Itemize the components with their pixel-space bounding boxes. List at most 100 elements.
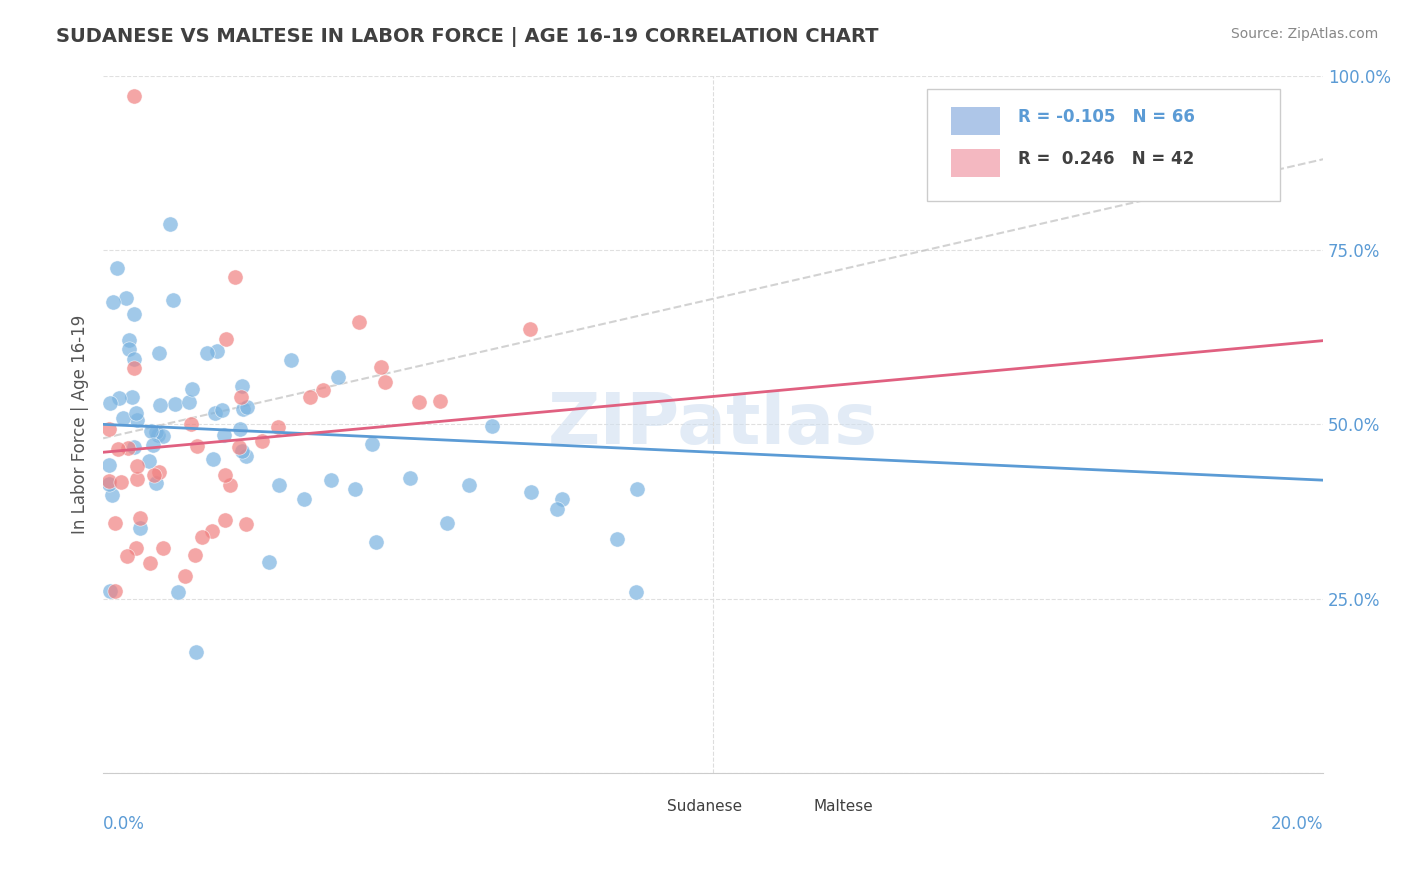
Point bbox=[231, 443, 253, 458]
Point bbox=[204, 406, 226, 420]
Point bbox=[167, 585, 190, 599]
Point bbox=[138, 454, 160, 468]
Point bbox=[205, 343, 228, 358]
Y-axis label: In Labor Force | Age 16-19: In Labor Force | Age 16-19 bbox=[72, 315, 89, 534]
Point bbox=[398, 471, 420, 485]
Point bbox=[546, 502, 568, 516]
Point bbox=[191, 531, 214, 545]
Point bbox=[280, 352, 302, 367]
Point bbox=[162, 293, 184, 307]
Point bbox=[122, 352, 145, 367]
Point bbox=[139, 557, 162, 571]
Point bbox=[519, 321, 541, 335]
Point bbox=[111, 411, 134, 425]
Text: R =  0.246   N = 42: R = 0.246 N = 42 bbox=[1018, 150, 1194, 169]
Point bbox=[107, 391, 129, 405]
Point bbox=[344, 483, 367, 497]
Point bbox=[551, 491, 574, 506]
Text: Sudanese: Sudanese bbox=[666, 799, 742, 814]
Point bbox=[186, 439, 208, 453]
Point bbox=[319, 474, 342, 488]
Point bbox=[98, 422, 121, 436]
Point bbox=[98, 458, 121, 472]
Point bbox=[152, 429, 174, 443]
Text: 0.0%: 0.0% bbox=[103, 815, 145, 833]
Point bbox=[98, 476, 121, 491]
Point bbox=[98, 396, 121, 410]
Point bbox=[606, 532, 628, 546]
Point bbox=[202, 452, 225, 467]
Point bbox=[115, 549, 138, 563]
Point bbox=[374, 375, 396, 389]
Point bbox=[370, 359, 392, 374]
Point bbox=[229, 422, 252, 436]
Point bbox=[232, 402, 254, 417]
Point bbox=[195, 346, 218, 360]
Point bbox=[145, 425, 167, 440]
Point bbox=[267, 420, 290, 434]
Point bbox=[231, 379, 253, 393]
Point bbox=[127, 413, 149, 427]
Point bbox=[201, 524, 224, 539]
FancyBboxPatch shape bbox=[775, 794, 804, 819]
Point bbox=[626, 482, 648, 496]
Text: ZIPatlas: ZIPatlas bbox=[548, 390, 879, 458]
Point bbox=[104, 516, 127, 530]
Point bbox=[122, 89, 145, 103]
Point bbox=[100, 584, 122, 599]
Point bbox=[235, 517, 257, 532]
Text: Source: ZipAtlas.com: Source: ZipAtlas.com bbox=[1230, 27, 1378, 41]
Point bbox=[180, 417, 202, 432]
Point bbox=[101, 488, 124, 502]
Point bbox=[107, 442, 129, 456]
Point bbox=[458, 478, 481, 492]
Text: 20.0%: 20.0% bbox=[1271, 815, 1323, 833]
Point bbox=[105, 260, 128, 275]
Point bbox=[257, 555, 280, 569]
Point bbox=[214, 512, 236, 526]
Point bbox=[228, 441, 250, 455]
Point bbox=[125, 541, 148, 555]
Point bbox=[211, 403, 233, 417]
Point bbox=[98, 474, 121, 488]
Point bbox=[218, 478, 240, 492]
FancyBboxPatch shape bbox=[950, 107, 1000, 135]
Point bbox=[124, 361, 146, 376]
Point bbox=[118, 334, 141, 348]
Point bbox=[326, 370, 349, 384]
Text: Maltese: Maltese bbox=[813, 799, 873, 814]
Text: SUDANESE VS MALTESE IN LABOR FORCE | AGE 16-19 CORRELATION CHART: SUDANESE VS MALTESE IN LABOR FORCE | AGE… bbox=[56, 27, 879, 46]
Point bbox=[179, 395, 201, 409]
Point bbox=[312, 384, 335, 398]
Point bbox=[103, 294, 125, 309]
Point bbox=[128, 521, 150, 535]
Point bbox=[163, 397, 186, 411]
Point bbox=[174, 568, 197, 582]
Point bbox=[118, 342, 141, 356]
Point bbox=[145, 476, 167, 491]
Point bbox=[115, 291, 138, 305]
Point bbox=[117, 441, 139, 455]
Point bbox=[481, 419, 503, 434]
Point bbox=[250, 434, 273, 448]
FancyBboxPatch shape bbox=[927, 89, 1281, 201]
Point bbox=[152, 541, 174, 555]
Point bbox=[299, 390, 322, 404]
FancyBboxPatch shape bbox=[950, 149, 1000, 177]
Point bbox=[214, 332, 236, 346]
Point bbox=[149, 398, 172, 412]
Point bbox=[214, 467, 236, 482]
Point bbox=[408, 395, 430, 409]
Text: R = -0.105   N = 66: R = -0.105 N = 66 bbox=[1018, 109, 1195, 127]
Point bbox=[520, 485, 543, 500]
Point bbox=[128, 510, 150, 524]
FancyBboxPatch shape bbox=[627, 794, 658, 819]
Point bbox=[142, 438, 165, 452]
Point bbox=[143, 467, 166, 482]
Point bbox=[236, 401, 259, 415]
Point bbox=[624, 584, 647, 599]
Point bbox=[141, 424, 163, 438]
Point bbox=[159, 217, 181, 231]
Point bbox=[347, 315, 370, 329]
Point bbox=[364, 535, 387, 549]
